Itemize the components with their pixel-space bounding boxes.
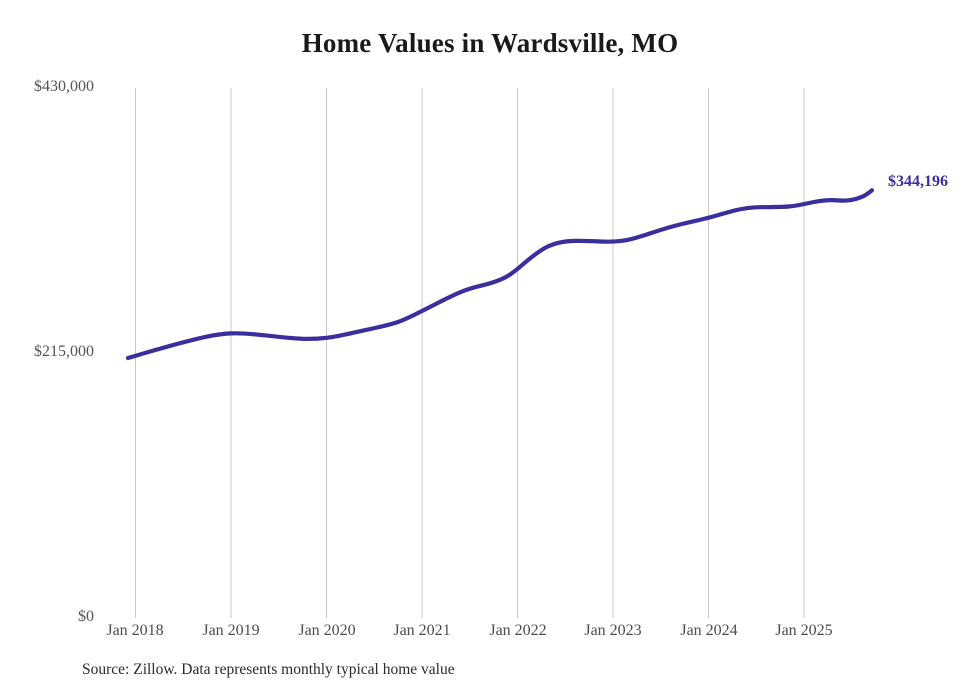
x-axis-tick-jan-2018: Jan 2018 (106, 622, 164, 639)
y-axis-tick-430000: $430,000 (34, 78, 94, 95)
x-axis-tick-jan-2019: Jan 2019 (202, 622, 260, 639)
x-axis-tick-jan-2024: Jan 2024 (680, 622, 738, 639)
gridlines (135, 88, 805, 618)
chart-title: Home Values in Wardsville, MO (301, 28, 679, 58)
y-axis-tick-0: $0 (78, 608, 94, 625)
x-axis-tick-jan-2020: Jan 2020 (298, 622, 356, 639)
x-axis-tick-jan-2021: Jan 2021 (393, 622, 451, 639)
x-axis-tick-jan-2022: Jan 2022 (489, 622, 547, 639)
source-note: Source: Zillow. Data represents monthly … (82, 661, 455, 678)
series-endpoint-value-label: $344,196 (888, 173, 948, 190)
home-value-series-line (125, 188, 875, 361)
y-axis-tick-215000: $215,000 (34, 343, 94, 360)
x-axis-tick-jan-2025: Jan 2025 (775, 622, 833, 639)
x-axis-tick-jan-2023: Jan 2023 (584, 622, 642, 639)
